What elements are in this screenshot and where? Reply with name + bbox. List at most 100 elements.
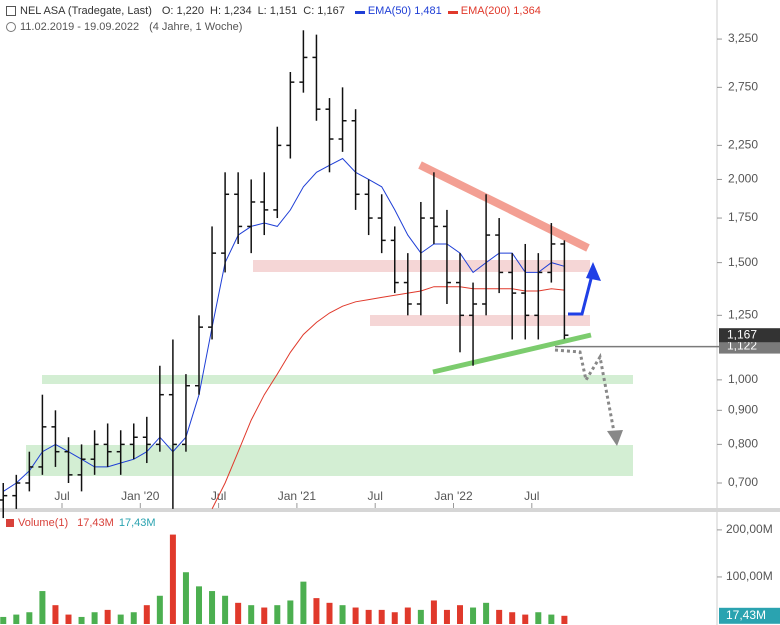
volume-bar: [52, 605, 59, 624]
volume-bar: [39, 591, 46, 624]
resistance-zone: [370, 315, 590, 326]
ohlc-value: 1,167: [317, 5, 345, 17]
legend: 17,43M 17,43M: [72, 517, 155, 529]
y-tick-label: 0,900: [728, 402, 758, 416]
x-tick-label: Jul: [54, 489, 69, 503]
legend-value: 1,364: [513, 5, 541, 17]
volume-bar: [143, 605, 150, 624]
legend-name: EMA(50): [367, 5, 412, 17]
volume-bar: [78, 616, 85, 624]
support-zone: [26, 445, 633, 476]
volume-bar: [196, 586, 202, 624]
volume-bar: [483, 602, 490, 624]
badge-label: 1,167: [727, 327, 757, 341]
y-tick-label: 1,500: [728, 255, 758, 269]
volume-bar: [222, 595, 229, 624]
y-tick-label: 2,250: [728, 138, 758, 152]
trend-line: [418, 161, 590, 252]
y-tick-label: 100,00M: [726, 569, 773, 583]
volume-bar: [352, 607, 359, 624]
volume-header: Volume(1) 17,43M 17,43M: [6, 517, 156, 529]
volume-bar: [509, 612, 516, 624]
y-tick-label: 2,750: [728, 80, 758, 94]
x-tick-label: Jan '22: [434, 489, 473, 503]
volume-bar: [300, 581, 307, 624]
volume-title: Volume(1): [18, 517, 69, 529]
ohlc-value: 1,220: [176, 5, 205, 17]
price-badge: [719, 339, 780, 354]
icon: [6, 6, 16, 16]
icon: [6, 22, 16, 32]
volume-bar: [130, 612, 137, 624]
price-badge: [719, 607, 780, 624]
y-tick-label: 200,00M: [726, 522, 773, 536]
volume-bar: [91, 612, 98, 624]
ohlc-name: L:: [257, 5, 267, 17]
volume-bar: [457, 605, 463, 624]
x-tick-label: Jul: [368, 489, 383, 503]
volume-bar: [235, 602, 242, 624]
volume-bar: [13, 614, 20, 624]
x-tick-label: Jul: [524, 489, 539, 503]
duration: (4 Jahre, 1 Woche): [149, 21, 243, 33]
ema-line: [211, 286, 565, 510]
volume-bar: [443, 609, 450, 624]
badge-label: 17,43M: [726, 608, 766, 622]
ema-line: [3, 157, 565, 492]
legend-swatch: [354, 11, 365, 14]
y-tick-label: 3,250: [728, 31, 758, 45]
price-badge: [719, 328, 780, 343]
ohlc: O: 1,220 H: 1,234 L: 1,151 C: 1,167: [156, 5, 345, 17]
legend: EMA(50) 1,481 EMA(200) 1,364: [349, 5, 541, 17]
price-panel: 0,700 0,800 0,900 1,000 1,250 1,500 1,750 2,000…: [0, 30, 780, 519]
volume-bar: [0, 616, 7, 624]
legend-value: 17,43M: [77, 517, 114, 529]
period: 11.02.2019 - 19.09.2022: [20, 21, 140, 33]
volume-bar: [548, 614, 555, 624]
ohlc-value: 1,151: [269, 5, 298, 17]
ohlc-name: H:: [210, 5, 222, 17]
icon: [6, 519, 14, 527]
legend-swatch: [447, 11, 458, 14]
volume-bar: [417, 609, 424, 624]
instrument: NEL ASA (Tradegate, Last): [20, 5, 152, 17]
volume-bar: [365, 609, 372, 624]
ohlc-name: C:: [303, 5, 315, 17]
date-range: 11.02.2019 - 19.09.2022 (4 Jahre, 1 Woch…: [6, 21, 242, 33]
volume-panel: 100,00M 200,00M 17,43M: [0, 522, 780, 624]
support-zone: [42, 375, 633, 384]
volume-bar: [182, 572, 189, 624]
volume-bar: [209, 591, 216, 624]
volume-bar: [313, 598, 320, 624]
volume-bar: [391, 612, 398, 624]
volume-bar: [378, 609, 385, 624]
x-tick-label: Jan '21: [278, 489, 317, 503]
volume-bar: [470, 607, 477, 624]
volume-bar: [248, 605, 255, 624]
legend-name: EMA(200): [460, 5, 511, 17]
y-tick-label: 1,000: [728, 372, 758, 386]
y-tick-label: 0,800: [728, 437, 758, 451]
volume-bar: [561, 615, 568, 624]
volume-bar: [535, 612, 542, 624]
volume-bar: [522, 614, 529, 624]
price-header: NEL ASA (Tradegate, Last) O: 1,220 H: 1,234…: [6, 5, 541, 17]
y-tick-label: 0,700: [728, 475, 758, 489]
volume-bar: [274, 605, 281, 624]
volume-bar: [404, 607, 411, 624]
ohlc-value: 1,234: [224, 5, 252, 17]
legend-value: 17,43M: [118, 517, 156, 529]
volume-bar: [65, 614, 72, 624]
volume-bar: [156, 595, 163, 624]
arrow-head: [586, 262, 601, 281]
volume-bar: [117, 614, 124, 624]
y-tick-label: 1,250: [728, 308, 758, 322]
volume-bar: [496, 609, 503, 624]
arrow-head: [607, 430, 623, 446]
trend-line: [432, 332, 592, 375]
volume-bar: [339, 605, 346, 624]
volume-bar: [430, 600, 437, 624]
